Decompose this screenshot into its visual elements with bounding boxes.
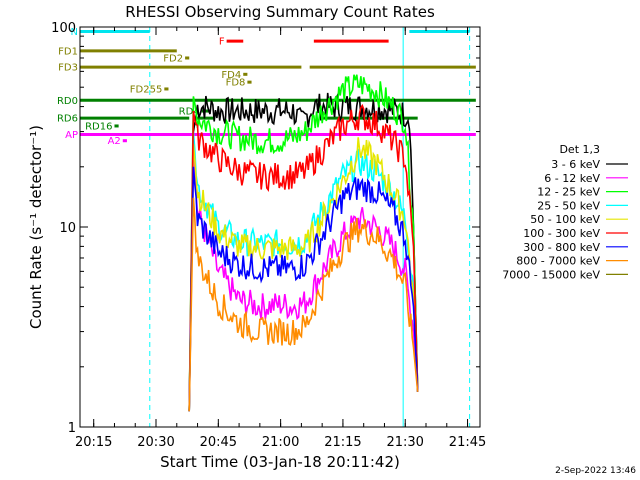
series-lines bbox=[188, 74, 419, 412]
series-line bbox=[188, 166, 419, 412]
series-line bbox=[188, 92, 419, 412]
flag-label: FD4 bbox=[221, 70, 241, 81]
legend-title: Det 1,3 bbox=[559, 143, 600, 156]
x-tick-label: 20:15 bbox=[75, 435, 112, 450]
timestamp-footer: 2-Sep-2022 13:46 bbox=[555, 466, 636, 476]
x-tick-label: 20:45 bbox=[200, 435, 237, 450]
x-tick-label: 21:45 bbox=[449, 435, 486, 450]
flag-label: RD16 bbox=[85, 121, 112, 132]
legend-label: 3 - 6 keV bbox=[551, 158, 600, 171]
x-tick-label: 21:00 bbox=[262, 435, 299, 450]
legend-label: 50 - 100 keV bbox=[530, 213, 600, 226]
series-line bbox=[188, 131, 419, 412]
flag-label: AP bbox=[65, 130, 78, 141]
x-tick-label: 21:15 bbox=[324, 435, 361, 450]
flag-label: FD2 bbox=[163, 53, 183, 64]
flag-label: N bbox=[71, 27, 78, 38]
y-tick-label: 100 bbox=[51, 21, 76, 36]
flag-label: RD0 bbox=[57, 96, 78, 107]
x-tick-label: 21:30 bbox=[386, 435, 423, 450]
legend-label: 25 - 50 keV bbox=[537, 199, 600, 212]
legend-label: 800 - 7000 keV bbox=[516, 255, 600, 268]
legend-label: 12 - 25 keV bbox=[537, 186, 600, 199]
series-line bbox=[188, 197, 419, 412]
flag-label: FD3 bbox=[58, 63, 78, 74]
flag-label: RD4 bbox=[179, 107, 200, 118]
flag-label: RD6 bbox=[57, 114, 78, 125]
series-line bbox=[188, 158, 419, 412]
series-line bbox=[188, 74, 419, 412]
y-axis: 1 10 100 bbox=[51, 21, 480, 436]
legend-label: 6 - 12 keV bbox=[544, 172, 600, 185]
flag-label: FD1 bbox=[58, 46, 78, 57]
chart-title: RHESSI Observing Summary Count Rates bbox=[125, 3, 435, 21]
flag-label: FD255 bbox=[130, 84, 163, 95]
y-tick-label: 10 bbox=[59, 221, 76, 236]
legend-label: 300 - 800 keV bbox=[523, 241, 600, 254]
flag-label: FD8 bbox=[226, 78, 246, 89]
y-tick-label: 1 bbox=[68, 421, 76, 436]
series-line bbox=[188, 103, 419, 412]
flag-label: A2 bbox=[108, 136, 121, 147]
x-axis-label: Start Time (03-Jan-18 20:11:42) bbox=[160, 453, 400, 471]
x-tick-label: 20:30 bbox=[137, 435, 174, 450]
flag-label: F bbox=[219, 37, 225, 48]
legend-label: 100 - 300 keV bbox=[523, 227, 600, 240]
legend-label: 7000 - 15000 keV bbox=[502, 268, 600, 281]
y-axis-label: Count Rate (s⁻¹ detector⁻¹) bbox=[27, 125, 45, 329]
x-axis: 20:15 20:30 20:45 21:00 21:15 21:30 21:45 bbox=[75, 27, 486, 450]
